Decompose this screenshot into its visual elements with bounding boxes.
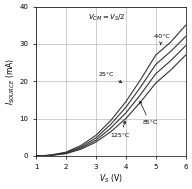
Text: 125°C: 125°C [111, 121, 130, 138]
Y-axis label: $I_{SOURCE}$ (mA): $I_{SOURCE}$ (mA) [4, 58, 17, 105]
X-axis label: $V_S$ (V): $V_S$ (V) [99, 172, 123, 185]
Text: -40°C: -40°C [153, 34, 170, 45]
Text: 25°C: 25°C [99, 72, 122, 83]
Text: $V_{CM} = V_S/2$: $V_{CM} = V_S/2$ [88, 13, 126, 23]
Text: 85°C: 85°C [140, 101, 157, 125]
